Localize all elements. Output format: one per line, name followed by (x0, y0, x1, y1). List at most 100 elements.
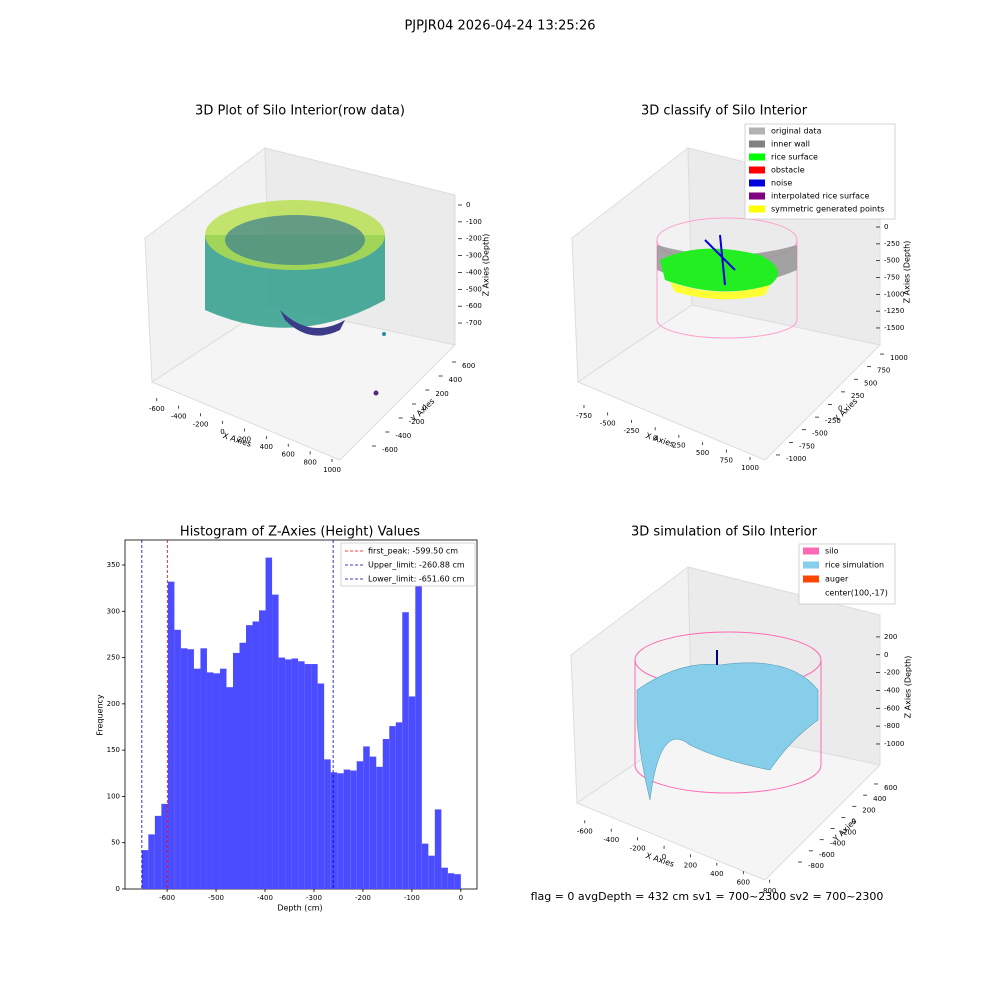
x-tick-label: 0 (220, 428, 224, 436)
silo-wire (656, 240, 798, 339)
z-tick-label: -500 (466, 285, 482, 293)
histogram-bar (232, 652, 240, 889)
legend-swatch (803, 547, 819, 555)
y-tick-label: 200 (435, 390, 448, 398)
histogram-bar (382, 739, 390, 889)
y-tick-label: 0 (851, 817, 855, 825)
y-tick-label: -1000 (786, 455, 806, 463)
z-tick-label: 0 (466, 201, 470, 209)
histogram-bar (298, 661, 305, 889)
x-axis-label: Depth (cm) (277, 904, 322, 913)
histogram-bar (317, 683, 325, 889)
pane (576, 304, 882, 461)
histogram-bar (434, 809, 442, 889)
legend-label: interpolated rice surface (771, 192, 869, 201)
histogram-bar (428, 855, 435, 889)
histogram-bar (421, 843, 429, 889)
z-tick-label: -400 (884, 686, 900, 694)
x-tick-label: -200 (193, 420, 209, 428)
y-tick-label: 0 (116, 885, 120, 893)
histogram-bar (239, 642, 247, 889)
x-tick-label: 400 (260, 443, 273, 451)
x-tick-label: 600 (282, 451, 295, 459)
x-tick-label: 200 (684, 861, 697, 869)
legend-label: original data (771, 127, 822, 136)
z-tick-label: -800 (884, 722, 900, 730)
x-tick-label: -200 (355, 894, 371, 902)
histogram-bar (187, 649, 194, 889)
y-tick-label: 300 (107, 607, 120, 615)
histogram-bar (167, 581, 175, 889)
point-cloud (280, 310, 345, 336)
y-tick-label: 250 (851, 392, 864, 400)
y-axis-label: Frequency (96, 694, 105, 736)
y-tick-label: -600 (382, 446, 398, 454)
legend-box (744, 123, 896, 220)
footer-text: flag = 0 avgDepth = 432 cm sv1 = 700~230… (531, 890, 884, 903)
histogram-bar (376, 766, 383, 889)
legend-label: first_peak: -599.50 cm (368, 547, 458, 556)
histogram-bar (259, 610, 266, 889)
z-tick-label: -600 (884, 704, 900, 712)
y-tick-label: 50 (111, 839, 120, 847)
x-tick-label: 1000 (741, 464, 759, 472)
x-tick-label: 0 (662, 853, 666, 861)
histogram-bar (363, 746, 370, 889)
y-tick-label: 100 (107, 792, 120, 800)
x-tick-label: 0 (459, 894, 463, 902)
x-tick-label: -200 (630, 844, 646, 852)
noise-points (704, 234, 736, 286)
legend-swatch (749, 205, 765, 213)
x-tick-label: 1000 (323, 466, 341, 474)
z-tick-label: -300 (466, 252, 482, 260)
legend-swatch (749, 192, 765, 200)
z-tick-label: -700 (466, 319, 482, 327)
y-tick-label: 350 (107, 561, 120, 569)
x-tick-label: -500 (208, 894, 224, 902)
histogram-bar (304, 664, 312, 889)
histogram-bar (395, 722, 403, 889)
legend-label: symmetric generated points (771, 205, 884, 214)
histogram-bar (141, 850, 149, 889)
histogram-bar (265, 557, 273, 889)
y-tick-label: -600 (819, 851, 835, 859)
z-tick-label: -100 (466, 218, 482, 226)
histogram-bar (389, 726, 396, 889)
chart-title: 3D Plot of Silo Interior(row data) (195, 104, 405, 119)
legend-swatch (749, 179, 765, 187)
histogram-bar (148, 834, 155, 889)
legend-box (340, 542, 476, 587)
suptitle: PJPJR04 2026-04-24 13:25:26 (404, 19, 595, 34)
histogram-bar (330, 772, 338, 889)
histogram-bar (454, 874, 461, 889)
pane (150, 304, 457, 461)
z-tick-label: -1250 (884, 307, 904, 315)
silo-wire (634, 660, 822, 794)
histogram-bar (219, 668, 227, 889)
x-tick-label: -600 (159, 894, 175, 902)
rice-surface (636, 662, 819, 801)
z-tick-label: 200 (884, 633, 897, 641)
y-tick-label: -400 (395, 432, 411, 440)
x-tick-label: -400 (171, 413, 187, 421)
x-tick-label: 500 (696, 449, 709, 457)
histogram-bar (226, 687, 233, 889)
legend-swatch (749, 153, 765, 161)
legend-label: inner wall (771, 140, 810, 149)
x-tick-label: -750 (576, 412, 592, 420)
z-axis-label: Z Axies (Depth) (904, 656, 913, 719)
legend-label: rice simulation (825, 561, 884, 570)
y-tick-label: 200 (107, 700, 120, 708)
legend-swatch (803, 575, 819, 583)
histogram-bar (200, 648, 207, 889)
y-tick-label: -200 (841, 829, 857, 837)
legend-swatch (749, 166, 765, 174)
legend-label: obstacle (771, 166, 805, 175)
x-tick-label: -400 (257, 894, 273, 902)
z-axis-label: Z Axies (Depth) (482, 234, 491, 297)
histogram-bar (441, 867, 448, 889)
y-tick-label: 600 (462, 362, 475, 370)
y-tick-label: 600 (884, 784, 897, 792)
z-tick-label: -750 (884, 274, 900, 282)
